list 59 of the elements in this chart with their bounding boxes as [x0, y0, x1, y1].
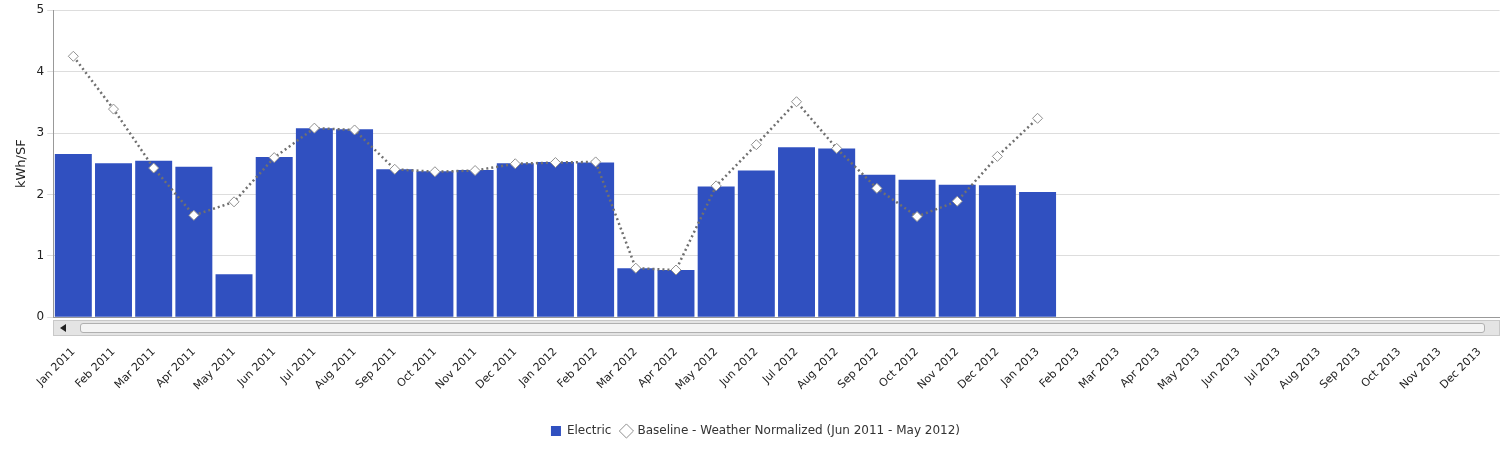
bar [577, 162, 615, 317]
point [951, 195, 963, 207]
legend-label: Baseline - Weather Normalized (Jun 2011 - May 2012) [637, 423, 961, 438]
point [630, 262, 642, 274]
y-tick-label: 5 [36, 2, 45, 17]
point [991, 150, 1003, 162]
bar [175, 166, 213, 317]
bar [737, 170, 775, 317]
point [108, 103, 119, 115]
bar [898, 179, 936, 317]
bar [858, 174, 896, 317]
point [188, 209, 200, 221]
bar [456, 169, 494, 317]
y-tick-label: 4 [36, 63, 45, 78]
bar [54, 153, 92, 317]
bar [657, 270, 695, 317]
point [148, 162, 160, 174]
legend-label: Electric [566, 423, 612, 438]
bar [215, 274, 253, 317]
y-tick-label: 1 [36, 248, 45, 263]
point [509, 158, 521, 170]
point [1032, 112, 1044, 124]
point [750, 139, 762, 151]
bar [978, 185, 1016, 317]
point [791, 96, 803, 108]
bar [135, 160, 173, 317]
point [710, 180, 722, 192]
bar [416, 171, 454, 317]
y-tick-label: 0 [36, 309, 45, 324]
bar [1019, 192, 1057, 317]
y-tick-label: 3 [36, 125, 45, 140]
bar [255, 157, 293, 317]
bar [617, 268, 655, 317]
y-tick-label: 2 [36, 186, 45, 201]
bar [496, 163, 534, 317]
bar [336, 129, 374, 317]
point [67, 50, 79, 62]
point [228, 196, 240, 208]
bar [938, 184, 976, 317]
y-axis-title: kWh/SF [13, 139, 29, 189]
bar [818, 148, 856, 317]
bar [536, 161, 574, 317]
point [268, 152, 280, 164]
point [469, 165, 481, 177]
bar [376, 169, 414, 317]
point [590, 156, 602, 168]
point [349, 124, 361, 136]
point [389, 163, 401, 175]
bar [697, 186, 735, 317]
point [429, 166, 441, 178]
bar [295, 128, 333, 317]
point [670, 264, 682, 276]
bar [778, 147, 815, 317]
point [871, 182, 883, 194]
bar [95, 163, 132, 317]
point [308, 122, 320, 134]
point [911, 211, 923, 223]
point [831, 142, 843, 154]
point [549, 157, 561, 169]
